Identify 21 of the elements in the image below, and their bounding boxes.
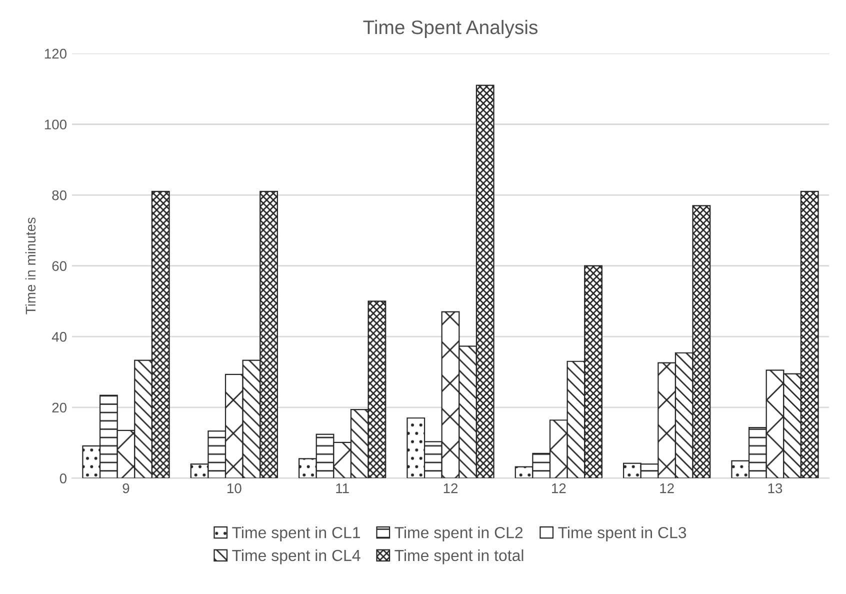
x-tick-label: 11 bbox=[336, 484, 349, 494]
x-tick-label: 13 bbox=[768, 483, 782, 494]
legend-label: Time spent in CL2 bbox=[394, 526, 523, 542]
y-tick-label: 40 bbox=[52, 332, 67, 342]
y-tick-label: 100 bbox=[44, 120, 67, 130]
y-tick-label: 20 bbox=[52, 402, 67, 413]
x-tick-label: 12 bbox=[660, 483, 674, 494]
x-tick-label: 10 bbox=[227, 483, 242, 494]
chart-title: Time Spent Analysis bbox=[363, 20, 538, 38]
legend-label: Time spent in CL1 bbox=[232, 526, 360, 542]
x-tick-label: 9 bbox=[122, 483, 130, 494]
y-axis-title: Time in minutes bbox=[25, 218, 36, 314]
legend-label: Time spent in CL4 bbox=[232, 549, 360, 564]
legend-label: Time spent in CL3 bbox=[558, 526, 686, 542]
y-tick-label: 120 bbox=[44, 48, 67, 59]
y-tick-label: 0 bbox=[60, 474, 67, 484]
y-tick-label: 60 bbox=[52, 261, 67, 271]
y-tick-label: 80 bbox=[52, 190, 67, 200]
x-tick-label: 12 bbox=[444, 483, 458, 494]
x-tick-label: 12 bbox=[552, 483, 566, 494]
legend-label: Time spent in total bbox=[394, 549, 524, 564]
